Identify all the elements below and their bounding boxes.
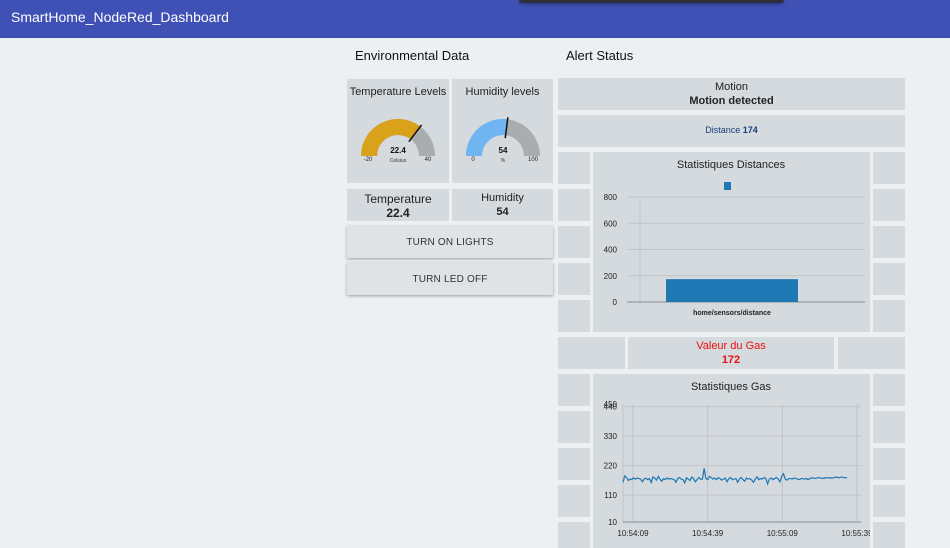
motion-label: Motion [714, 81, 749, 93]
temperature-gauge: 22.4 Celsius -20 40 [361, 118, 435, 164]
spacer-cell [558, 337, 625, 369]
turn-led-off-button[interactable]: TURN LED OFF [347, 263, 553, 295]
y-tick-label: 800 [604, 193, 618, 202]
bar [666, 279, 798, 302]
motion-card: Motion Motion detected [558, 78, 905, 110]
y-tick-label: 450 [604, 400, 618, 409]
spacer-cell [873, 411, 905, 443]
turn-on-lights-button[interactable]: TURN ON LIGHTS [347, 226, 553, 258]
y-tick-label: 110 [604, 491, 617, 500]
group-title-alerts: Alert Status [566, 48, 634, 63]
spacer-cell [558, 448, 590, 480]
spacer-cell [873, 226, 905, 258]
distance-chart-title: Statistiques Distances [677, 159, 786, 171]
humidity-readout-value: 54 [496, 206, 509, 218]
y-tick-label: 0 [613, 298, 618, 307]
group-title-environmental: Environmental Data [355, 48, 470, 63]
gas-card: Valeur du Gas 172 [628, 337, 834, 369]
humidity-gauge-min: 0 [471, 157, 475, 163]
temperature-gauge-needle [408, 124, 423, 143]
spacer-cell [558, 485, 590, 517]
x-tick-label: 10:54:39 [692, 529, 724, 538]
humidity-gauge-needle [504, 117, 509, 139]
gas-label: Valeur du Gas [696, 340, 766, 352]
spacer-cell [873, 189, 905, 221]
motion-value: Motion detected [689, 95, 774, 107]
spacer-cell [873, 300, 905, 332]
window-overlay-strip [519, 0, 784, 3]
distance-bar-chart: Statistiques Distances 0 200 400 600 800 home… [604, 159, 865, 317]
y-tick-label: 440 [604, 403, 618, 412]
distance-line: Distance 174 [558, 125, 905, 135]
humidity-readout-card: Humidity 54 [452, 189, 553, 221]
y-tick-label: 330 [604, 432, 618, 441]
distance-value: 174 [742, 125, 758, 135]
humidity-gauge: 54 % 0 100 [466, 117, 540, 164]
spacer-cell [558, 374, 590, 406]
y-tick-label: 220 [604, 462, 618, 471]
distance-label: Distance [705, 125, 741, 135]
y-tick-label: 200 [604, 272, 618, 281]
temperature-gauge-units: Celsius [390, 158, 407, 164]
x-tick-label: 10:55:09 [767, 529, 799, 538]
humidity-gauge-fill [466, 119, 508, 156]
spacer-cell [838, 337, 905, 369]
temperature-gauge-min: -20 [364, 157, 373, 163]
temperature-gauge-value: 22.4 [390, 146, 406, 155]
temperature-readout-value: 22.4 [386, 206, 410, 220]
x-tick-label: home/sensors/distance [693, 310, 771, 317]
spacer-cell [873, 374, 905, 406]
gas-series-line [622, 468, 848, 486]
y-tick-label: 600 [604, 219, 618, 228]
distance-card: Distance 174 [558, 115, 905, 147]
legend-swatch [724, 182, 731, 190]
spacer-cell [558, 226, 590, 258]
spacer-cell [873, 448, 905, 480]
spacer-cell [558, 189, 590, 221]
x-tick-label: 10:55:39 [841, 529, 870, 538]
humidity-gauge-units: % [501, 158, 506, 164]
temperature-gauge-fill [361, 118, 421, 156]
temperature-gauge-title: Temperature Levels [349, 86, 447, 98]
humidity-gauge-max: 100 [528, 157, 539, 163]
humidity-readout-label: Humidity [481, 192, 524, 204]
distance-chart-card: Statistiques Distances 0 200 400 600 800 home… [593, 152, 870, 332]
gas-value: 172 [721, 354, 741, 366]
gas-chart-card: Statistiques Gas 10 110 220 330 440 450 10:54:… [593, 374, 870, 548]
y-tick-label: 10 [608, 518, 617, 527]
spacer-cell [873, 263, 905, 295]
x-tick-label: 10:54:09 [617, 529, 649, 538]
spacer-cell [873, 152, 905, 184]
spacer-cell [558, 300, 590, 332]
app-title: SmartHome_NodeRed_Dashboard [11, 9, 229, 25]
spacer-cell [558, 411, 590, 443]
spacer-cell [558, 263, 590, 295]
spacer-cell [558, 522, 590, 548]
spacer-cell [558, 152, 590, 184]
temperature-readout-card: Temperature 22.4 [347, 189, 449, 221]
spacer-cell [873, 522, 905, 548]
humidity-gauge-value: 54 [499, 146, 508, 155]
temperature-readout-label: Temperature [364, 192, 432, 206]
top-toolbar: SmartHome_NodeRed_Dashboard [0, 0, 950, 38]
temperature-gauge-max: 40 [425, 157, 432, 163]
y-tick-label: 400 [604, 246, 618, 255]
humidity-gauge-card: Humidity levels 54 % 0 100 [452, 79, 553, 183]
gas-chart-title: Statistiques Gas [691, 381, 772, 393]
spacer-cell [873, 485, 905, 517]
temperature-gauge-card: Temperature Levels 22.4 Celsius -20 40 [347, 79, 449, 183]
humidity-gauge-title: Humidity levels [465, 86, 540, 98]
